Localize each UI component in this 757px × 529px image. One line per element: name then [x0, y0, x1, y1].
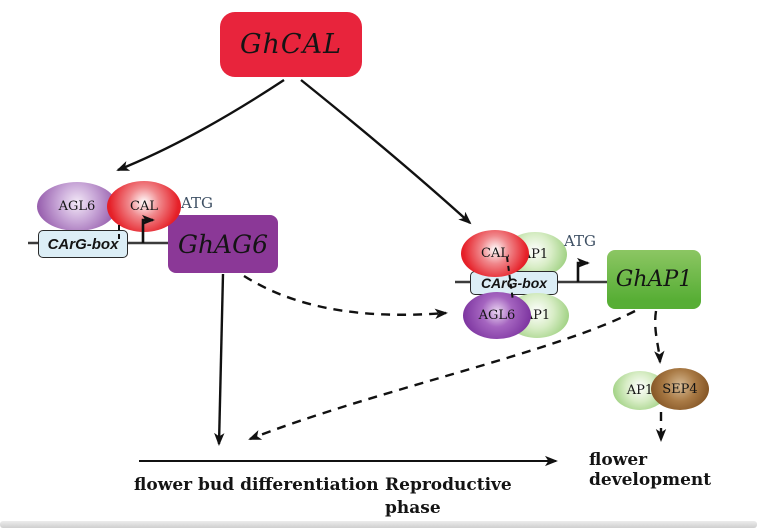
cal-protein-oval-left: CAL [107, 181, 181, 232]
carg-right-label: CArG-box [480, 275, 548, 291]
atg-label-right: ATG [564, 232, 596, 250]
ghap1-label: GhAP1 [615, 267, 693, 292]
ghcal-gene-box: GhCAL [220, 12, 362, 77]
dashed-arrow-ghap1-to-flower-bud [248, 309, 636, 441]
dashed-arrow-ghap1-to-ap1-sep4 [654, 310, 665, 364]
ghap1-gene-box: GhAP1 [607, 250, 701, 309]
flower-development-label: flower development [589, 450, 712, 490]
carg-left-label: CArG-box [47, 235, 119, 253]
dashed-arrow-ghag6-to-agl6-ap1-dimer [243, 274, 448, 320]
ap1-dev-label: AP1 [626, 383, 654, 398]
arrow-ghcal-to-right-complex [300, 79, 472, 225]
promoter-arrow-right [576, 257, 590, 282]
atg-label-left: ATG [181, 194, 213, 212]
arrow-ghcal-to-left-complex [116, 78, 285, 172]
flower-bud-differentiation-label: flower bud differentiation [134, 475, 379, 495]
cal-protein-oval-right: CAL [461, 230, 529, 277]
window-bottom-scrollbar [0, 521, 757, 528]
agl6-protein-oval-left: AGL6 [37, 182, 117, 231]
arrow-ghag6-to-flower-bud [214, 273, 225, 446]
cal-left-label: CAL [130, 199, 158, 214]
reproductive-phase-label: Reproductive phase [385, 475, 512, 518]
agl6-right-label: AGL6 [478, 308, 516, 323]
cal-right-label: CAL [481, 246, 509, 261]
agl6-left-label: AGL6 [58, 199, 96, 214]
agl6-protein-oval-right: AGL6 [463, 292, 531, 339]
ghag6-gene-box: GhAG6 [168, 215, 278, 273]
carg-box-left: CArG-box [38, 230, 128, 258]
sep4-protein-oval: SEP4 [651, 368, 709, 410]
ghcal-label: GhCAL [239, 29, 343, 60]
sep4-label: SEP4 [662, 381, 698, 397]
ghag6-label: GhAG6 [177, 229, 268, 259]
